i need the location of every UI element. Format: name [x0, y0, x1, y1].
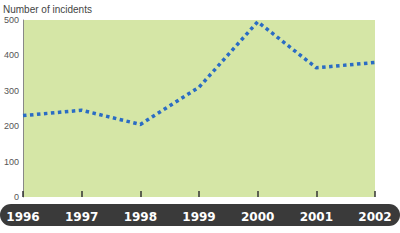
svg-text:2000: 2000 — [241, 210, 274, 224]
svg-text:1999: 1999 — [182, 210, 215, 224]
svg-text:100: 100 — [4, 157, 19, 167]
svg-text:1998: 1998 — [124, 210, 157, 224]
svg-text:1996: 1996 — [6, 210, 39, 224]
svg-text:1997: 1997 — [65, 210, 98, 224]
svg-text:200: 200 — [4, 121, 19, 131]
svg-text:2001: 2001 — [300, 210, 333, 224]
svg-text:500: 500 — [4, 15, 19, 25]
svg-text:0: 0 — [14, 192, 19, 202]
svg-text:400: 400 — [4, 50, 19, 60]
svg-text:Number of incidents: Number of incidents — [3, 4, 92, 15]
svg-text:2002: 2002 — [358, 210, 391, 224]
svg-text:300: 300 — [4, 86, 19, 96]
